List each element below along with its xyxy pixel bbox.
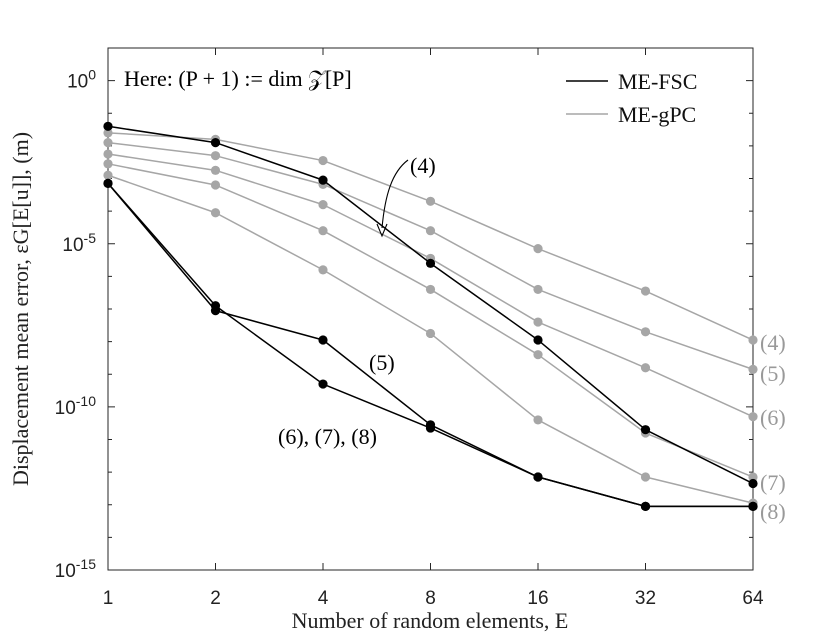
data-point-me-fsc: [640, 501, 651, 511]
x-tick-label: 32: [635, 588, 656, 609]
annotation-fsc-4: (4): [410, 153, 436, 178]
x-tick-label: 64: [742, 588, 764, 609]
data-point-me-gpc: [318, 265, 328, 275]
data-point-me-gpc: [210, 165, 221, 175]
x-axis-label: Number of random elements, E: [292, 608, 569, 633]
data-point-me-gpc: [748, 472, 758, 482]
y-tick-label: 10-10: [55, 393, 97, 419]
annotation-arrowhead-4: [376, 223, 388, 238]
data-point-me-gpc: [533, 317, 543, 327]
right-label-4: (4): [760, 330, 786, 355]
data-point-me-gpc: [748, 335, 758, 345]
data-point-me-fsc: [210, 138, 221, 148]
right-labels: (4) (5) (6) (7) (8): [760, 330, 786, 524]
data-point-me-gpc: [103, 159, 113, 169]
data-point-me-gpc: [640, 363, 651, 373]
data-point-me-gpc: [103, 138, 113, 148]
data-point-me-fsc: [318, 175, 328, 185]
data-point-me-gpc: [425, 226, 436, 236]
data-point-me-gpc: [318, 155, 328, 166]
data-point-me-fsc: [533, 472, 543, 482]
data-point-me-gpc: [103, 128, 113, 138]
data-point-me-gpc: [210, 208, 221, 218]
y-tick-label: 100: [67, 67, 96, 93]
annotation-fsc-5: (5): [369, 350, 395, 375]
data-point-me-gpc: [640, 286, 651, 296]
data-point-me-fsc: [318, 335, 328, 345]
data-point-me-gpc: [318, 200, 328, 210]
x-tick-label: 8: [425, 588, 436, 609]
data-point-me-fsc: [640, 425, 651, 435]
data-point-me-gpc: [533, 415, 543, 425]
legend-label-me-gpc: ME-gPC: [618, 102, 696, 127]
data-point-me-gpc: [425, 284, 436, 295]
data-point-me-fsc: [318, 379, 328, 389]
data-point-me-gpc: [533, 350, 543, 360]
x-tick-label: 4: [318, 588, 329, 609]
data-point-me-gpc: [748, 412, 758, 422]
data-point-me-fsc: [210, 301, 221, 311]
data-point-me-gpc: [425, 196, 436, 206]
data-point-me-fsc: [425, 423, 436, 433]
right-label-5: (5): [760, 361, 786, 386]
data-point-me-fsc: [748, 478, 758, 489]
data-point-me-gpc: [318, 226, 328, 236]
data-point-me-gpc: [103, 149, 113, 159]
data-point-me-fsc: [103, 178, 113, 188]
right-label-8: (8): [760, 499, 786, 524]
x-tick-label: 2: [210, 588, 221, 609]
y-ticks: 10-15 10-10 10-5 100: [55, 47, 753, 582]
data-point-me-gpc: [640, 472, 651, 482]
y-tick-label: 10-15: [55, 556, 97, 582]
right-label-7: (7): [760, 470, 786, 495]
x-ticks: 1 2 4 8 16 32 64: [103, 48, 764, 609]
x-tick-label: 1: [103, 588, 114, 609]
legend: ME-FSC ME-gPC: [566, 69, 697, 127]
data-point-me-gpc: [210, 180, 221, 190]
right-label-6: (6): [760, 405, 786, 430]
note-annotation: Here: (P + 1) := dim 𝒵[P]: [124, 66, 352, 91]
y-axis-label: Displacement mean error, εG[E[u]], (m): [8, 132, 33, 486]
data-point-me-fsc: [103, 121, 113, 131]
data-point-me-gpc: [533, 244, 543, 254]
data-point-me-gpc: [640, 327, 651, 337]
annotation-arrow-4: [381, 159, 409, 229]
data-point-me-gpc: [533, 284, 543, 295]
data-point-me-gpc: [425, 328, 436, 339]
data-point-me-gpc: [748, 364, 758, 374]
y-tick-label: 10-5: [62, 230, 96, 256]
legend-label-me-fsc: ME-FSC: [618, 69, 697, 94]
data-point-me-fsc: [748, 501, 758, 511]
data-point-me-fsc: [533, 335, 543, 345]
annotation-fsc-678: (6), (7), (8): [278, 424, 377, 449]
data-point-me-gpc: [210, 151, 221, 161]
series-group: [103, 121, 758, 511]
data-point-me-gpc: [103, 170, 113, 180]
x-tick-label: 16: [527, 588, 548, 609]
data-point-me-fsc: [425, 258, 436, 268]
